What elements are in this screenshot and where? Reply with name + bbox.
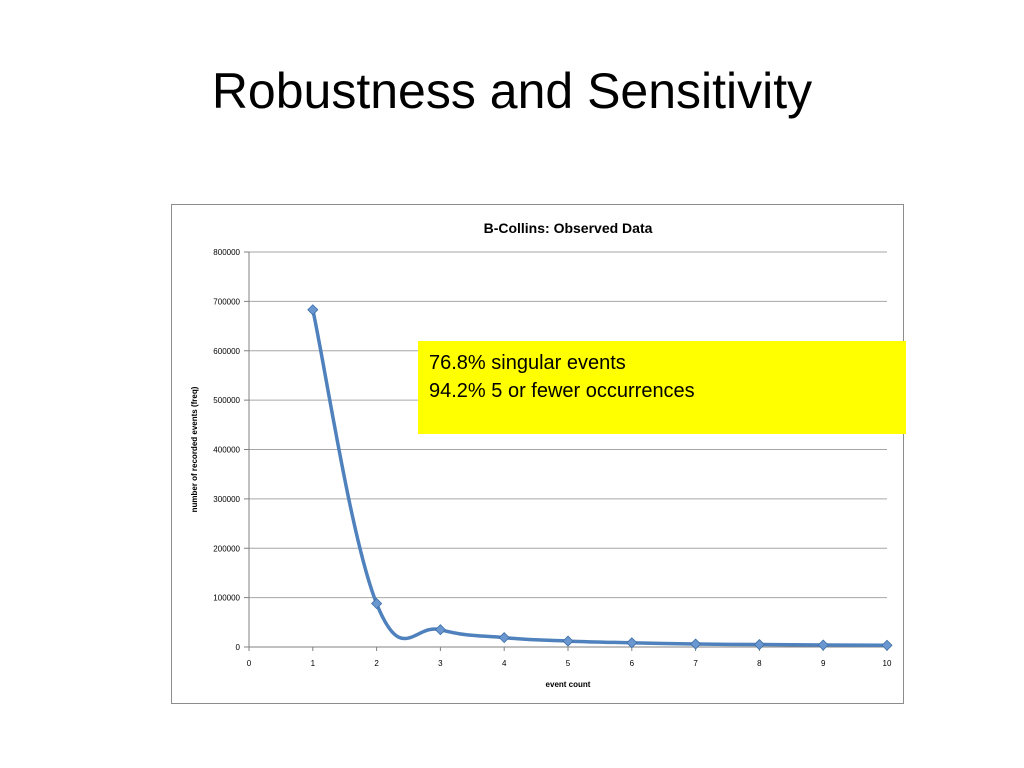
data-point: [690, 638, 702, 650]
y-tick-label: 400000: [213, 446, 240, 455]
data-point: [626, 637, 638, 649]
x-tick-label: 1: [311, 659, 316, 668]
data-point: [498, 632, 510, 644]
x-tick-label: 10: [883, 659, 892, 668]
y-tick-label: 0: [236, 643, 241, 652]
callout-line-fewer: 94.2% 5 or fewer occurrences: [429, 380, 695, 402]
x-tick-label: 0: [247, 659, 252, 668]
data-point: [307, 304, 319, 316]
y-tick-label: 300000: [213, 495, 240, 504]
x-axis-label: event count: [546, 680, 591, 689]
x-tick-label: 9: [821, 659, 826, 668]
series-line: [311, 309, 888, 648]
x-tick-label: 4: [502, 659, 507, 668]
data-point: [881, 639, 893, 651]
data-point: [371, 597, 383, 610]
data-point: [562, 635, 574, 647]
chart-title: B-Collins: Observed Data: [484, 220, 653, 236]
chart-frame: B-Collins: Observed Data 0 100000 200000 300…: [171, 204, 904, 704]
data-point: [753, 638, 765, 651]
callout-box: 76.8% singular events 94.2% 5 or fewer o…: [418, 341, 906, 434]
y-tick-label: 200000: [213, 544, 240, 553]
y-tick-label: 500000: [213, 396, 240, 405]
x-tick-label: 3: [438, 659, 443, 668]
y-tick-label: 800000: [213, 248, 240, 257]
x-tick-label: 7: [693, 659, 698, 668]
y-tick-label: 600000: [213, 347, 240, 356]
x-tick-label: 2: [374, 659, 379, 668]
line-chart: B-Collins: Observed Data 0 100000 200000 300…: [190, 220, 893, 689]
data-point: [434, 624, 446, 636]
slide-title: Robustness and Sensitivity: [211, 63, 813, 119]
y-tick-label: 700000: [213, 297, 240, 306]
data-point: [817, 639, 829, 651]
y-axis-label: number of recorded events (freq): [190, 386, 199, 512]
x-tick-label: 8: [757, 659, 762, 668]
x-tick-label: 6: [630, 659, 635, 668]
callout-line-singular: 76.8% singular events: [429, 352, 626, 374]
y-tick-label: 100000: [213, 594, 240, 603]
x-tick-label: 5: [566, 659, 571, 668]
